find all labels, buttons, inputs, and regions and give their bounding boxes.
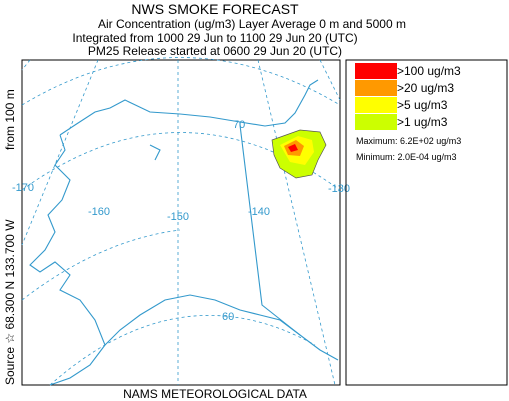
legend-swatch	[355, 114, 397, 130]
longitude-label: -150	[167, 211, 189, 223]
longitude-label: -140	[248, 206, 270, 218]
map-frame	[21, 59, 341, 386]
footer: NAMS METEOROLOGICAL DATA	[123, 387, 307, 401]
smoke-plume	[271, 129, 327, 179]
legend-frame	[345, 59, 508, 386]
geo-labels: -170 -160 -150 -140 -130 70 60	[12, 119, 350, 323]
subtitle: PM25 Release started at 0600 29 Jun 20 (…	[88, 44, 342, 58]
coastline	[29, 79, 339, 386]
subtitle: Integrated from 1000 29 Jun to 1100 29 J…	[72, 31, 357, 45]
legend-label: >1 ug/m3	[397, 115, 448, 129]
source-label: Source ☆ 68.300 N 133.700 W	[3, 219, 17, 385]
graticule	[21, 57, 341, 386]
maximum: Maximum: 6.2E+02 ug/m3	[356, 136, 461, 146]
legend-swatch	[355, 80, 397, 96]
legend-swatch	[355, 97, 397, 113]
legend-swatch	[355, 63, 397, 79]
legend: >100 ug/m3 >20 ug/m3 >5 ug/m3 >1 ug/m3	[355, 63, 461, 130]
subtitle: Air Concentration (ug/m3) Layer Average …	[98, 17, 406, 31]
longitude-label: -130	[328, 183, 350, 195]
legend-label: >100 ug/m3	[397, 64, 461, 78]
latitude-label: 70	[233, 119, 245, 131]
source-label: from 100 m	[3, 89, 17, 150]
minimum: Minimum: 2.0E-04 ug/m3	[356, 152, 457, 162]
legend-label: >5 ug/m3	[397, 98, 448, 112]
legend-label: >20 ug/m3	[397, 81, 454, 95]
latitude-label: 60	[222, 311, 234, 323]
title: NWS SMOKE FORECAST	[131, 1, 299, 17]
longitude-label: -170	[12, 182, 34, 194]
longitude-label: -160	[88, 206, 110, 218]
